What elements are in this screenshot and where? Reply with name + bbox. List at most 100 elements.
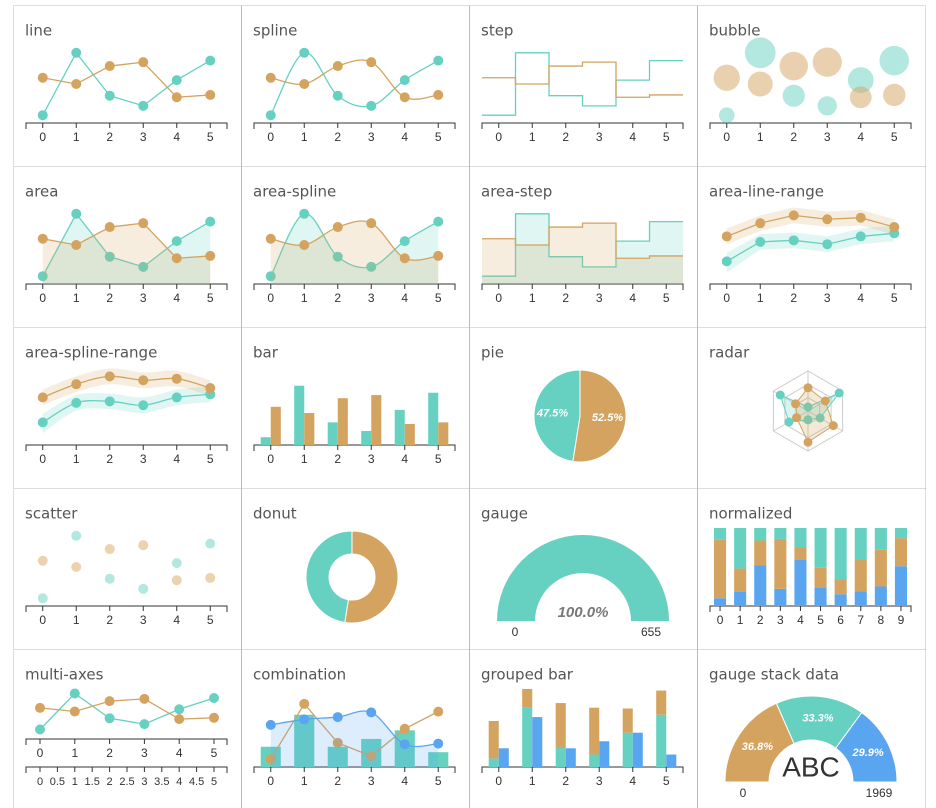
bar [304, 413, 315, 445]
radar-point [828, 421, 838, 431]
point [332, 61, 343, 72]
x-tick-label: 5 [435, 291, 442, 305]
point [171, 236, 182, 247]
x-tick-label: 5 [891, 130, 898, 144]
chart-title: combination [253, 666, 346, 684]
x-tick-label: 3 [140, 613, 147, 627]
gauge-value: 100.0% [558, 604, 609, 621]
point [399, 75, 410, 86]
line [482, 222, 683, 259]
scatter-point [138, 540, 149, 551]
point [299, 47, 310, 58]
area [270, 213, 439, 284]
point [138, 261, 149, 272]
gauge-max: 655 [641, 625, 661, 639]
chart-cell: normalized 0 1 2 3 4 5 6 7 8 9 [697, 488, 926, 650]
x-tick-label: 5 [435, 774, 442, 788]
x-tick-label: 2 [562, 130, 569, 144]
point [366, 100, 377, 111]
area [42, 223, 211, 284]
x-tick-label: 6 [837, 613, 844, 627]
point [265, 754, 276, 765]
x-tick-label: 4.5 [189, 776, 204, 788]
x-tick-label: 3 [141, 776, 147, 788]
point [433, 250, 444, 261]
x-axis [253, 766, 456, 773]
bar [814, 567, 827, 588]
gauge-label: 33.3% [802, 712, 833, 724]
bar [438, 422, 449, 445]
bar [894, 538, 907, 567]
chart-cell: gauge stack data 36.8% 33.3% 29.9% ABC 0 1969 [697, 649, 926, 808]
point [174, 704, 185, 715]
chart-cell: pie 52.5% 47.5% [469, 327, 698, 489]
x-tick-label: 2 [334, 130, 341, 144]
point [399, 92, 410, 103]
point [822, 214, 833, 225]
point [788, 235, 799, 246]
point [366, 751, 377, 762]
bar [488, 720, 499, 759]
chart-title: bubble [709, 22, 760, 40]
pie-slice [533, 369, 581, 463]
chart-title: spline [253, 22, 297, 40]
x-tick-label: 0 [37, 776, 43, 788]
bar [714, 539, 727, 599]
chart-cell: radar [697, 327, 926, 489]
bar [794, 547, 807, 560]
line [482, 213, 683, 277]
line [482, 52, 683, 116]
point [332, 251, 343, 262]
x-tick-label: 2 [790, 130, 797, 144]
x-tick-label: 5 [435, 452, 442, 466]
x-tick-label: 2 [562, 774, 569, 788]
radar-point [791, 399, 801, 409]
x-axis [25, 122, 228, 129]
chart-title: gauge stack data [709, 666, 839, 684]
line [42, 222, 211, 259]
point [399, 253, 410, 264]
x-tick-label: 3 [596, 774, 603, 788]
point [332, 737, 343, 748]
point [139, 693, 150, 704]
x-tick-label: 4 [629, 130, 636, 144]
x-tick-label: 2 [562, 291, 569, 305]
x-tick-label: 5 [435, 130, 442, 144]
point [104, 222, 115, 233]
point [721, 231, 732, 242]
point [71, 240, 82, 250]
bar [754, 540, 767, 566]
x-axis [25, 738, 228, 745]
area [482, 213, 683, 284]
x-tick-label: 4 [173, 130, 180, 144]
bar [834, 528, 847, 580]
bar [774, 538, 787, 589]
x-tick-label: 1 [73, 130, 80, 144]
point [71, 208, 82, 219]
gauge-label: 36.8% [742, 741, 773, 753]
point [104, 90, 115, 101]
point [366, 218, 377, 229]
point [366, 261, 377, 272]
radar-point [803, 383, 813, 393]
line [39, 698, 215, 720]
point [433, 738, 444, 749]
chart-title: area-spline [253, 183, 336, 201]
x-tick-label: 1 [301, 291, 308, 305]
x-tick-label: 0 [39, 613, 46, 627]
bar [774, 588, 787, 606]
x-axis [481, 122, 684, 129]
x-tick-label: 4 [401, 452, 408, 466]
point [138, 57, 149, 68]
point [265, 110, 276, 121]
x-tick-label: 5 [207, 613, 214, 627]
chart-title: step [481, 22, 513, 40]
chart-cell: area-spline 0 1 2 3 4 5 [241, 166, 470, 328]
scatter-point [71, 562, 82, 572]
bar [894, 528, 907, 539]
bar [294, 714, 315, 767]
x-tick-label: 5 [663, 130, 670, 144]
x-tick-label: 3 [596, 291, 603, 305]
chart-title: line [25, 22, 52, 40]
